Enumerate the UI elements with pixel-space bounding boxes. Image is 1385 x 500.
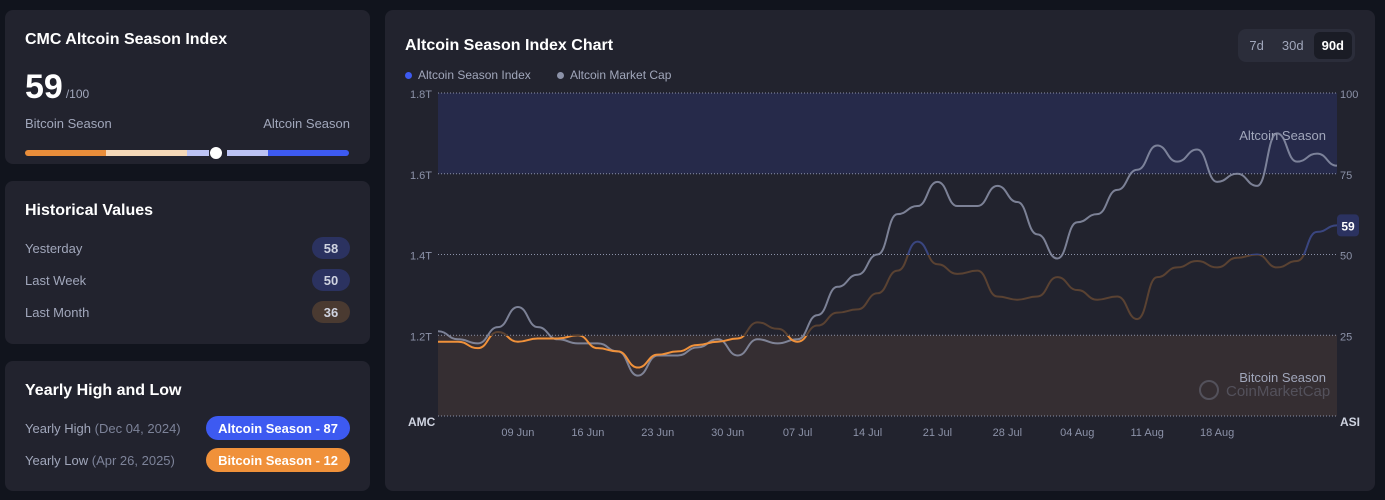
legend-market-cap[interactable]: Altcoin Market Cap [557,68,671,82]
right-tick-label: 100 [1340,89,1358,101]
yearly-low-badge: Bitcoin Season - 12 [206,448,350,472]
chart-title: Altcoin Season Index Chart [405,37,614,54]
gauge-neutral-segment [106,150,187,156]
right-tick-label: 25 [1340,331,1352,343]
gauge-light-segment-2 [227,150,268,156]
left-tick-label: 1.8T [410,89,432,101]
band-altcoin [438,93,1337,174]
tab-90d[interactable]: 90d [1313,32,1352,59]
gauge-knob [209,146,223,160]
yearly-low-date: (Apr 26, 2025) [91,452,175,468]
asi-line-neutral-zone [489,255,1305,336]
index-value: 59 /100 [25,68,89,107]
historical-badge: 36 [312,301,350,323]
altcoin-season-label: Altcoin Season [263,116,350,131]
left-tick-label: 1.2T [410,331,432,343]
asi-line-bitcoin-zone [438,336,808,369]
left-tick-label: 1.4T [410,251,432,263]
left-axis-label: AMC [408,415,436,429]
x-tick-label: 23 Jun [641,427,674,439]
historical-badge: 50 [312,269,350,291]
legend-label: Altcoin Season Index [418,68,531,82]
yearly-title: Yearly High and Low [25,382,182,399]
index-max: /100 [65,87,90,101]
x-tick-label: 09 Jun [501,427,534,439]
watermark-text: CoinMarketCap [1226,383,1330,400]
yearly-low-label: Yearly Low [25,452,89,468]
yearly-card: Yearly High and Low Yearly High (Dec 04,… [5,361,370,491]
legend-asi[interactable]: Altcoin Season Index [405,68,531,82]
index-title: CMC Altcoin Season Index [25,31,228,48]
bitcoin-season-label: Bitcoin Season [25,116,112,131]
right-axis-label: ASI [1340,415,1360,429]
legend-label: Altcoin Market Cap [570,68,672,82]
band-label-bitcoin: Bitcoin Season [1239,370,1326,385]
legend-dot-gray [557,71,564,79]
range-tabs: 7d 30d 90d [1238,29,1355,62]
right-tick-label: 75 [1340,170,1352,182]
historical-badge: 58 [312,237,350,259]
historical-label: Yesterday [25,240,83,256]
x-tick-label: 28 Jul [993,427,1022,439]
band-bitcoin [438,335,1337,416]
historical-label: Last Month [25,304,90,320]
x-tick-label: 30 Jun [711,427,744,439]
x-tick-label: 21 Jul [923,427,952,439]
historical-row-last-week: Last Week 50 [25,269,350,291]
last-value-badge [1337,214,1359,237]
x-tick-label: 07 Jul [783,427,812,439]
historical-card: Historical Values Yesterday 58 Last Week 5… [5,181,370,344]
legend-dot-blue [405,71,412,79]
tab-7d[interactable]: 7d [1249,38,1264,53]
index-card: CMC Altcoin Season Index 59 /100 Bitcoin… [5,10,370,164]
yearly-high-badge: Altcoin Season - 87 [206,416,350,440]
x-tick-label: 11 Aug [1130,427,1163,439]
left-tick-label: 1.6T [410,170,432,182]
x-tick-label: 18 Aug [1200,427,1234,439]
right-tick-label: 50 [1340,251,1352,263]
index-number: 59 [25,68,63,106]
gauge-light-segment [187,150,209,156]
yearly-high-date: (Dec 04, 2024) [94,420,181,436]
x-tick-label: 16 Jun [571,427,604,439]
x-tick-label: 14 Jul [853,427,882,439]
yearly-low-row: Yearly Low (Apr 26, 2025) Bitcoin Season … [25,448,350,472]
historical-row-yesterday: Yesterday 58 [25,237,350,259]
yearly-high-label: Yearly High [25,420,92,436]
historical-row-last-month: Last Month 36 [25,301,350,323]
watermark-logo: CoinMarketCap [1199,380,1330,400]
gauge-bitcoin-segment [25,150,106,156]
historical-title: Historical Values [25,202,154,219]
gauge-altcoin-segment [268,150,349,156]
last-value-label: 59 [1341,219,1355,233]
yearly-high-row: Yearly High (Dec 04, 2024) Altcoin Season… [25,416,350,440]
tab-30d[interactable]: 30d [1281,38,1304,53]
historical-label: Last Week [25,272,87,288]
x-tick-label: 04 Aug [1060,427,1094,439]
